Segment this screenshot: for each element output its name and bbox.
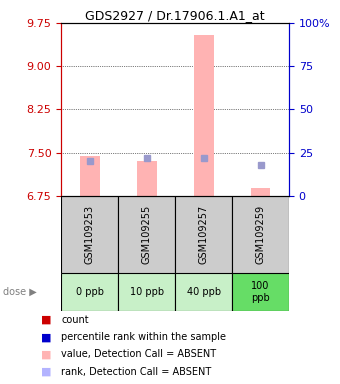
FancyBboxPatch shape: [232, 273, 289, 311]
Text: GSM109255: GSM109255: [142, 205, 152, 264]
Bar: [80, 156, 100, 196]
Text: value, Detection Call = ABSENT: value, Detection Call = ABSENT: [61, 349, 216, 359]
FancyBboxPatch shape: [61, 196, 118, 273]
Text: rank, Detection Call = ABSENT: rank, Detection Call = ABSENT: [61, 367, 211, 377]
Text: ■: ■: [41, 332, 51, 342]
FancyBboxPatch shape: [118, 196, 175, 273]
Text: 100
ppb: 100 ppb: [251, 281, 270, 303]
Bar: [193, 35, 214, 196]
Text: percentile rank within the sample: percentile rank within the sample: [61, 332, 226, 342]
Text: GSM109253: GSM109253: [85, 205, 95, 264]
Text: 0 ppb: 0 ppb: [76, 287, 104, 297]
FancyBboxPatch shape: [175, 196, 232, 273]
Text: ■: ■: [41, 349, 51, 359]
Text: count: count: [61, 315, 89, 325]
Text: dose ▶: dose ▶: [3, 287, 37, 297]
FancyBboxPatch shape: [175, 273, 232, 311]
Text: GSM109259: GSM109259: [256, 205, 266, 264]
Text: ■: ■: [41, 367, 51, 377]
Title: GDS2927 / Dr.17906.1.A1_at: GDS2927 / Dr.17906.1.A1_at: [85, 9, 265, 22]
Text: ■: ■: [41, 315, 51, 325]
Text: 10 ppb: 10 ppb: [130, 287, 164, 297]
FancyBboxPatch shape: [232, 196, 289, 273]
FancyBboxPatch shape: [61, 273, 118, 311]
Text: GSM109257: GSM109257: [199, 205, 208, 264]
Bar: [251, 189, 271, 196]
Bar: [137, 161, 157, 196]
FancyBboxPatch shape: [118, 273, 175, 311]
Text: 40 ppb: 40 ppb: [187, 287, 221, 297]
